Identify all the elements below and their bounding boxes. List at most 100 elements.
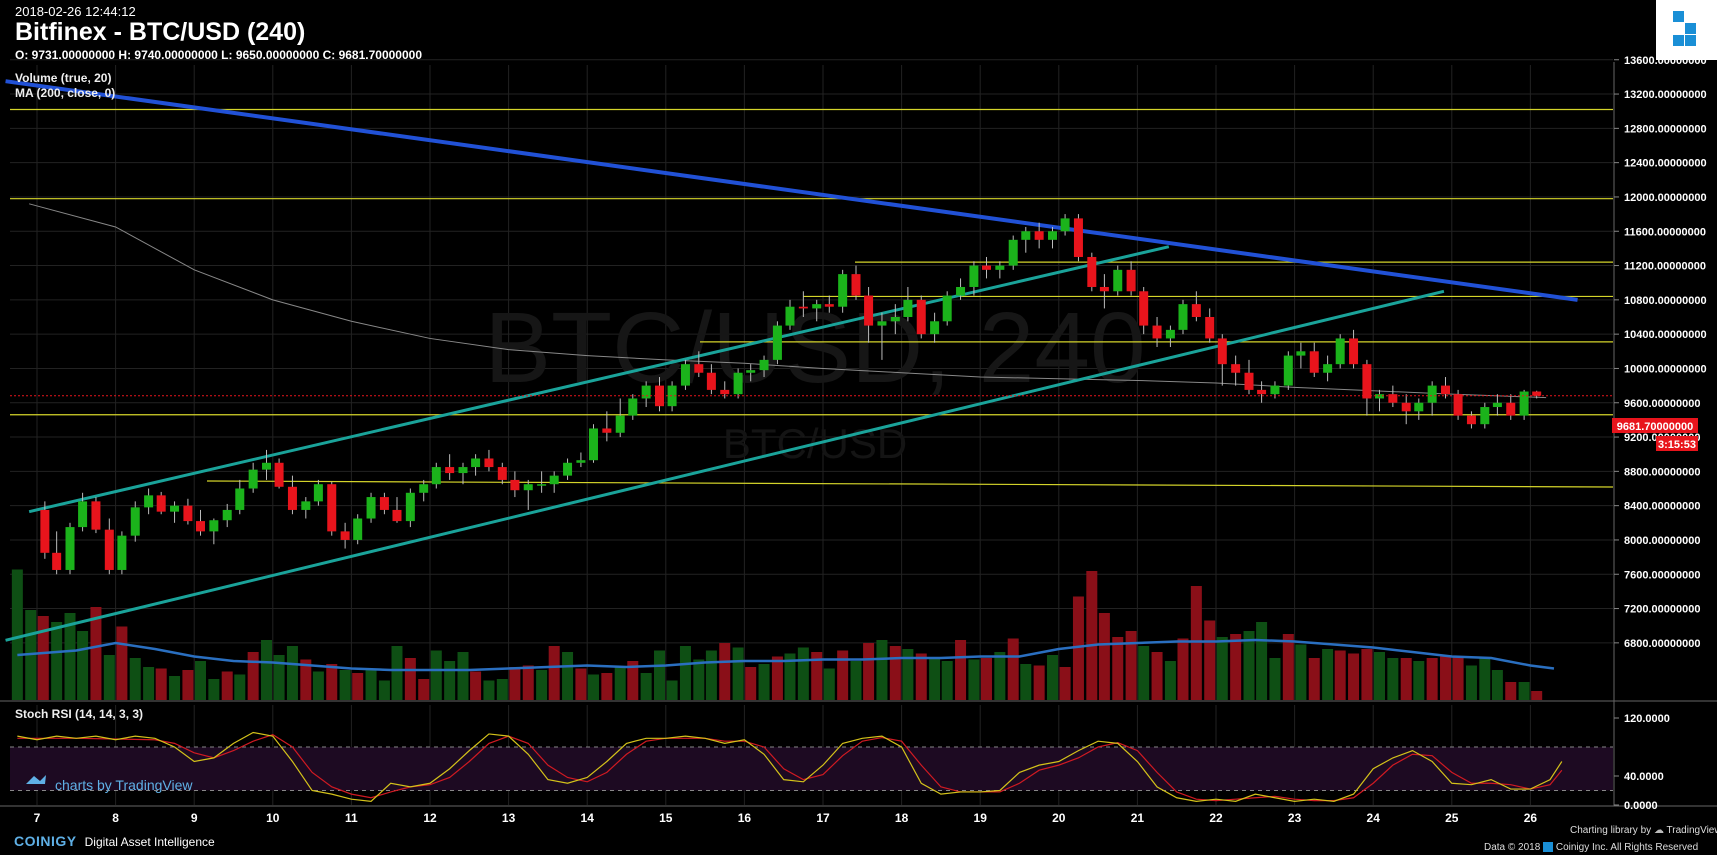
volume-bar: [1282, 634, 1294, 700]
candle-body: [1139, 291, 1149, 326]
volume-bar: [536, 670, 548, 700]
volume-bar: [1007, 638, 1019, 700]
volume-bar: [1256, 622, 1268, 700]
candle-body: [812, 304, 822, 309]
volume-bar: [339, 670, 351, 700]
ma-indicator-label[interactable]: MA (200, close, 0): [15, 86, 116, 100]
x-axis-tick-label: 19: [974, 811, 988, 825]
x-axis-tick-label: 7: [34, 811, 41, 825]
volume-bar: [1020, 664, 1032, 700]
volume-bar: [666, 680, 678, 700]
volume-bar: [247, 652, 259, 700]
volume-bar: [77, 631, 89, 700]
candle-body: [969, 265, 979, 287]
x-axis-tick-label: 16: [738, 811, 752, 825]
x-axis-tick-label: 13: [502, 811, 516, 825]
candle-body: [313, 484, 323, 502]
volume-bar: [444, 661, 456, 700]
price-tag-bg: [1612, 418, 1698, 433]
candle-body: [445, 467, 455, 474]
volume-bar: [522, 665, 534, 700]
ma200-line: [29, 203, 1547, 399]
candle-body: [222, 509, 232, 521]
candle-body: [680, 364, 690, 386]
volume-bar: [811, 652, 823, 700]
x-axis-tick-label: 14: [581, 811, 595, 825]
volume-bar: [1230, 634, 1242, 700]
candle-body: [117, 535, 127, 570]
y-axis-tick-label: 7600.00000000: [1624, 569, 1700, 581]
candle-body: [91, 501, 101, 530]
candle-body: [1073, 218, 1083, 257]
footer-brand: COINIGY Digital Asset Intelligence: [14, 833, 215, 849]
volume-bar: [784, 653, 796, 700]
candle-body: [1165, 329, 1175, 339]
volume-bar: [326, 664, 338, 700]
candle-body: [497, 467, 507, 480]
candle-body: [287, 486, 297, 510]
candle-body: [1008, 239, 1018, 266]
volume-bar: [496, 679, 508, 700]
candle-body: [1283, 355, 1293, 386]
candle-body: [301, 501, 311, 510]
candle-body: [930, 321, 940, 335]
volume-bar: [679, 646, 691, 700]
stoch-indicator-label[interactable]: Stoch RSI (14, 14, 3, 3): [15, 707, 144, 721]
candle-body: [1178, 304, 1188, 330]
candle-body: [1060, 218, 1070, 232]
x-axis-tick-label: 10: [266, 811, 280, 825]
volume-bar: [889, 646, 901, 700]
candle-body: [759, 359, 769, 371]
volume-bar: [1047, 655, 1059, 700]
stoch-band-fill: [10, 747, 1613, 791]
volume-bar: [902, 649, 914, 700]
candle-body: [903, 299, 913, 317]
candle-body: [1362, 364, 1372, 399]
volume-bar: [1531, 691, 1543, 700]
volume-bar: [1177, 638, 1189, 700]
volume-bar: [1059, 667, 1071, 700]
volume-bar: [418, 679, 430, 700]
volume-bar: [1269, 658, 1281, 700]
volume-bar: [1518, 682, 1530, 700]
volume-bar: [37, 616, 49, 700]
price-tag-timer-bg: [1656, 436, 1698, 451]
x-axis-tick-label: 8: [112, 811, 119, 825]
x-axis-tick-label: 15: [659, 811, 673, 825]
x-axis-tick-label: 22: [1209, 811, 1223, 825]
resistance-trendline: [5, 79, 1578, 302]
tradingview-badge[interactable]: charts by TradingView: [26, 775, 193, 793]
volume-indicator-label[interactable]: Volume (true, 20): [15, 71, 112, 85]
candle-body: [1205, 317, 1215, 339]
volume-bar: [1479, 658, 1491, 700]
volume-bar: [1361, 649, 1373, 700]
candle-body: [195, 521, 205, 532]
candle-body: [1453, 394, 1463, 416]
candle-body: [1309, 351, 1319, 373]
volume-bar: [155, 668, 167, 700]
candle-body: [274, 462, 284, 487]
price-pane: [5, 79, 1614, 642]
y-axis-tick-label: 12400.00000000: [1624, 158, 1707, 170]
volume-bar: [90, 607, 102, 700]
candle-body: [1113, 269, 1123, 292]
volume-bar: [169, 676, 181, 700]
charting-library-credit[interactable]: Charting library by ☁ TradingView: [1570, 825, 1717, 836]
footer-brand-name: COINIGY: [14, 833, 77, 849]
y-axis-tick-label: 12800.00000000: [1624, 123, 1707, 135]
volume-bar: [286, 646, 298, 700]
candle-body: [1401, 402, 1411, 412]
candle-body: [1152, 325, 1162, 339]
candle-body: [1217, 338, 1227, 365]
candle-body: [537, 484, 547, 486]
stoch-pane: [10, 731, 1613, 803]
candle-body: [694, 364, 704, 373]
candle-body: [1349, 338, 1359, 365]
y-axis-tick-label: 11200.00000000: [1624, 261, 1706, 273]
volume-bar: [705, 650, 717, 700]
candle-body: [1532, 391, 1542, 396]
y-axis-tick-label: 9600.00000000: [1624, 398, 1700, 410]
stoch-axis-tick-label: 0.0000: [1624, 800, 1658, 812]
